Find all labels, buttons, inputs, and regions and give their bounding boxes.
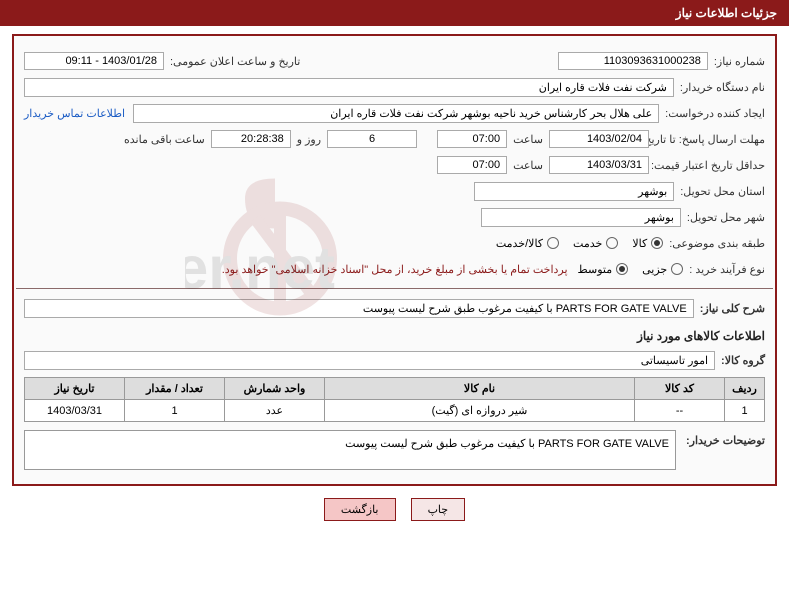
radio-goods-label: کالا xyxy=(632,237,647,250)
remaining-label: ساعت باقی مانده xyxy=(124,133,205,146)
validity-date-field: 1403/03/31 xyxy=(549,156,649,174)
province-label: استان محل تحویل: xyxy=(680,185,765,198)
th-code: کد کالا xyxy=(635,378,725,400)
time-label-1: ساعت xyxy=(513,133,543,146)
province-field: بوشهر xyxy=(474,182,674,201)
print-button[interactable]: چاپ xyxy=(411,498,466,521)
overall-desc-label: شرح کلی نیاز: xyxy=(700,302,765,315)
announce-field: 1403/01/28 - 09:11 xyxy=(24,52,164,70)
deadline-date-field: 1403/02/04 xyxy=(549,130,649,148)
radio-goods-service[interactable]: کالا/خدمت xyxy=(496,237,559,250)
radio-goods[interactable]: کالا xyxy=(632,237,663,250)
th-qty: تعداد / مقدار xyxy=(125,378,225,400)
cell-qty: 1 xyxy=(125,400,225,422)
deadline-time-field: 07:00 xyxy=(437,130,507,148)
radio-small-label: جزیی xyxy=(642,263,667,276)
th-row: ردیف xyxy=(725,378,765,400)
days-and-label: روز و xyxy=(297,133,321,146)
goods-info-title: اطلاعات کالاهای مورد نیاز xyxy=(24,329,765,343)
buyer-desc-box: PARTS FOR GATE VALVE با کیفیت مرغوب طبق … xyxy=(24,430,676,470)
goods-group-label: گروه کالا: xyxy=(721,354,765,367)
radio-service[interactable]: خدمت xyxy=(573,237,618,250)
th-name: نام کالا xyxy=(325,378,635,400)
time-label-2: ساعت xyxy=(513,159,543,172)
divider-1 xyxy=(16,288,773,289)
cell-code: -- xyxy=(635,400,725,422)
th-date: تاریخ نیاز xyxy=(25,378,125,400)
city-field: بوشهر xyxy=(481,208,681,227)
city-label: شهر محل تحویل: xyxy=(687,211,765,224)
back-button[interactable]: بازگشت xyxy=(324,498,396,521)
buyer-desc-label: توضیحات خریدار: xyxy=(686,430,765,447)
radio-goods-service-label: کالا/خدمت xyxy=(496,237,543,250)
radio-medium-label: متوسط xyxy=(578,263,613,276)
goods-group-field: امور تاسیساتی xyxy=(24,351,715,370)
th-unit: واحد شمارش xyxy=(225,378,325,400)
payment-note: پرداخت تمام یا بخشی از مبلغ خرید، از محل… xyxy=(222,263,568,276)
need-no-field: 1103093631000238 xyxy=(558,52,708,70)
cell-unit: عدد xyxy=(225,400,325,422)
need-no-label: شماره نیاز: xyxy=(714,55,765,68)
buyer-org-field: شرکت نفت فلات قاره ایران xyxy=(24,78,674,97)
table-row: 1 -- شیر دروازه ای (گیت) عدد 1 1403/03/3… xyxy=(25,400,765,422)
overall-desc-field: PARTS FOR GATE VALVE با کیفیت مرغوب طبق … xyxy=(24,299,694,318)
buyer-org-label: نام دستگاه خریدار: xyxy=(680,81,765,94)
contact-link[interactable]: اطلاعات تماس خریدار xyxy=(24,107,125,120)
category-label: طبقه بندی موضوعی: xyxy=(669,237,765,250)
cell-date: 1403/03/31 xyxy=(25,400,125,422)
days-count-field: 6 xyxy=(327,130,417,148)
radio-service-label: خدمت xyxy=(573,237,602,250)
goods-table: ردیف کد کالا نام کالا واحد شمارش تعداد /… xyxy=(24,377,765,422)
cell-row: 1 xyxy=(725,400,765,422)
details-frame: riaTender.net شماره نیاز: 11030936310002… xyxy=(12,34,777,486)
page-title: جزئیات اطلاعات نیاز xyxy=(0,0,789,26)
radio-medium[interactable]: متوسط xyxy=(578,263,629,276)
cell-name: شیر دروازه ای (گیت) xyxy=(325,400,635,422)
requester-label: ایجاد کننده درخواست: xyxy=(665,107,765,120)
deadline-label: مهلت ارسال پاسخ: تا تاریخ: xyxy=(655,133,765,146)
requester-field: علی هلال بحر کارشناس خرید ناحیه بوشهر شر… xyxy=(133,104,659,123)
validity-time-field: 07:00 xyxy=(437,156,507,174)
process-label: نوع فرآیند خرید : xyxy=(689,263,765,276)
radio-small[interactable]: جزیی xyxy=(642,263,683,276)
countdown-field: 20:28:38 xyxy=(211,130,291,148)
validity-label: حداقل تاریخ اعتبار قیمت: تا تاریخ: xyxy=(655,159,765,172)
announce-label: تاریخ و ساعت اعلان عمومی: xyxy=(170,55,300,68)
